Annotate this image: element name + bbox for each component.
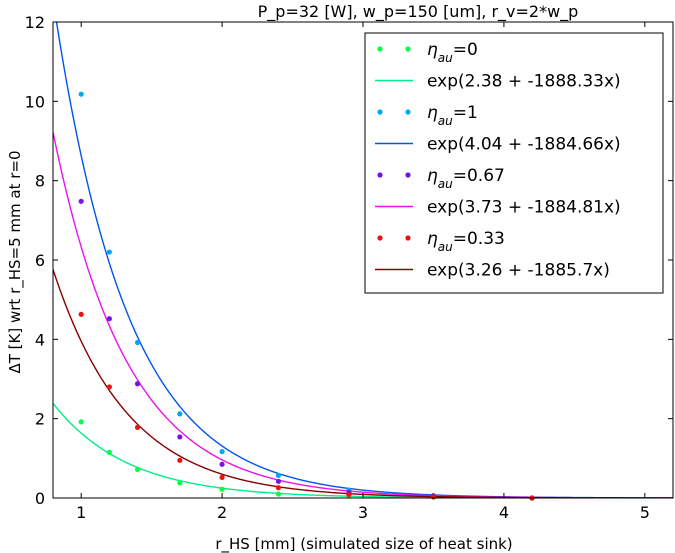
y-axis-label: ΔT [K] wrt r_HS=5 mm at r=0 bbox=[6, 150, 25, 373]
legend-label-6: ηau=0.33 bbox=[427, 229, 505, 254]
legend-marker-2 bbox=[377, 109, 383, 115]
data-point-s3-2 bbox=[134, 424, 141, 430]
y-tick-label: 6 bbox=[35, 251, 45, 270]
data-point-s2-5 bbox=[275, 478, 282, 484]
legend-label-3: exp(4.04 + -1884.66x) bbox=[427, 135, 621, 155]
data-point-s0-3 bbox=[177, 480, 183, 486]
data-point-s0-5 bbox=[275, 491, 282, 497]
fit-line-3 bbox=[53, 269, 673, 498]
legend-marker-4 bbox=[377, 172, 383, 178]
y-tick-label: 2 bbox=[35, 410, 45, 429]
legend-marker-6 bbox=[405, 235, 411, 241]
data-point-s3-7 bbox=[430, 494, 437, 500]
data-point-s3-6 bbox=[346, 491, 352, 498]
legend-label-5: exp(3.73 + -1884.81x) bbox=[427, 198, 621, 218]
legend-label-1: exp(2.38 + -1888.33x) bbox=[427, 72, 621, 92]
data-point-s3-3 bbox=[177, 457, 183, 463]
x-axis-label: r_HS [mm] (simulated size of heat sink) bbox=[215, 535, 512, 553]
legend: ηau=0 exp(2.38 + -1888.33x) ηau=1 exp(4.04 … bbox=[364, 32, 664, 294]
legend-label-7: exp(3.26 + -1885.7x) bbox=[427, 261, 610, 281]
data-point-s3-4 bbox=[219, 474, 225, 480]
x-tick-label: 5 bbox=[640, 503, 650, 522]
data-point-s1-4 bbox=[219, 448, 225, 455]
data-point-s3-0 bbox=[78, 311, 84, 317]
data-point-s0-0 bbox=[78, 419, 84, 425]
data-point-s2-1 bbox=[106, 316, 112, 322]
y-tick-label: 0 bbox=[35, 489, 45, 508]
data-point-s1-5 bbox=[275, 472, 282, 478]
y-tick-label: 10 bbox=[25, 92, 45, 111]
data-point-s1-2 bbox=[134, 339, 141, 346]
x-tick-label: 3 bbox=[358, 503, 368, 522]
data-point-s2-0 bbox=[78, 198, 84, 204]
data-point-s1-3 bbox=[177, 411, 183, 417]
data-point-s2-2 bbox=[134, 381, 141, 387]
data-point-s0-1 bbox=[106, 449, 112, 455]
legend-marker-0 bbox=[377, 46, 383, 52]
data-point-s1-0 bbox=[78, 91, 84, 97]
data-point-s3-5 bbox=[275, 485, 282, 491]
legend-label-2: ηau=1 bbox=[427, 103, 478, 128]
x-tick-label: 4 bbox=[499, 503, 509, 522]
legend-marker-0 bbox=[405, 46, 411, 52]
legend-marker-6 bbox=[377, 235, 383, 241]
legend-box bbox=[364, 32, 664, 294]
x-tick-label: 1 bbox=[76, 503, 86, 522]
x-tick-label: 2 bbox=[217, 503, 227, 522]
chart-title: P_p=32 [W], w_p=150 [um], r_v=2*w_p bbox=[258, 2, 579, 22]
y-tick-label: 4 bbox=[35, 330, 45, 349]
data-point-s0-4 bbox=[219, 486, 225, 492]
data-point-s2-4 bbox=[219, 461, 225, 467]
legend-marker-2 bbox=[405, 109, 411, 115]
data-point-s2-3 bbox=[177, 434, 183, 440]
y-tick-label: 8 bbox=[35, 172, 45, 191]
y-tick-label: 12 bbox=[25, 13, 45, 32]
data-point-s0-2 bbox=[134, 466, 141, 473]
fit-line-0 bbox=[53, 402, 673, 498]
legend-marker-4 bbox=[405, 172, 411, 178]
legend-label-0: ηau=0 bbox=[427, 40, 478, 65]
data-point-s1-1 bbox=[106, 249, 112, 255]
data-point-s3-1 bbox=[106, 384, 112, 390]
legend-label-4: ηau=0.67 bbox=[427, 166, 505, 191]
